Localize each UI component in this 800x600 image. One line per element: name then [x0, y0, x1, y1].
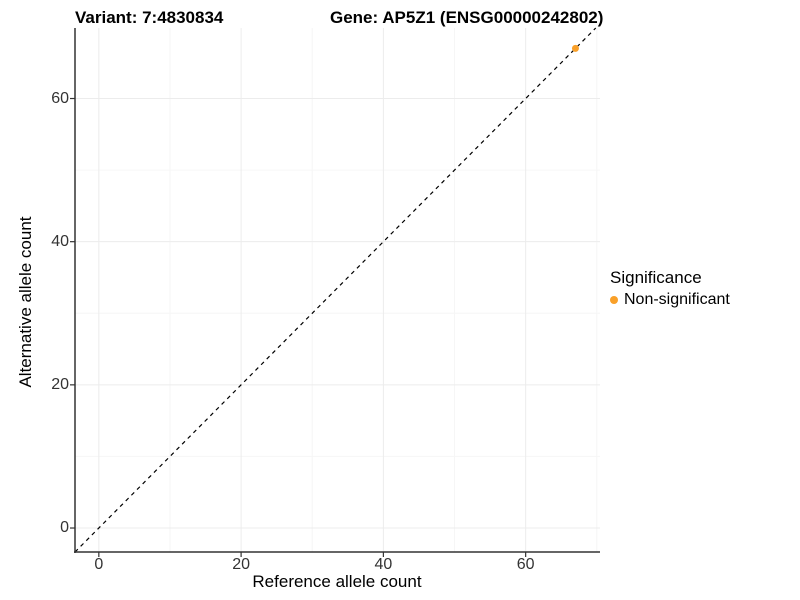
x-tick-label: 40 — [374, 556, 393, 573]
legend-item-label: Non-significant — [624, 291, 730, 308]
legend-point-icon — [610, 296, 618, 304]
x-tick-label: 60 — [516, 556, 535, 573]
y-axis-title: Alternative allele count — [16, 216, 35, 388]
x-axis-title: Reference allele count — [252, 572, 422, 591]
data-point — [571, 44, 579, 52]
y-tick-label: 0 — [60, 519, 69, 537]
identity-reference-line — [74, 27, 597, 553]
legend-items: Non-significant — [610, 291, 800, 309]
y-tick-label: 40 — [51, 232, 69, 250]
y-tick-label: 20 — [51, 375, 69, 393]
legend-item: Non-significant — [610, 291, 800, 309]
legend: Significance Non-significant — [610, 268, 800, 309]
y-tick-label: 60 — [51, 89, 69, 107]
legend-title: Significance — [610, 268, 702, 287]
gene-title: Gene: AP5Z1 (ENSG00000242802) — [330, 8, 604, 27]
variant-title: Variant: 7:4830834 — [75, 8, 224, 27]
x-tick-label: 0 — [94, 556, 104, 573]
x-tick-label: 20 — [232, 556, 250, 573]
